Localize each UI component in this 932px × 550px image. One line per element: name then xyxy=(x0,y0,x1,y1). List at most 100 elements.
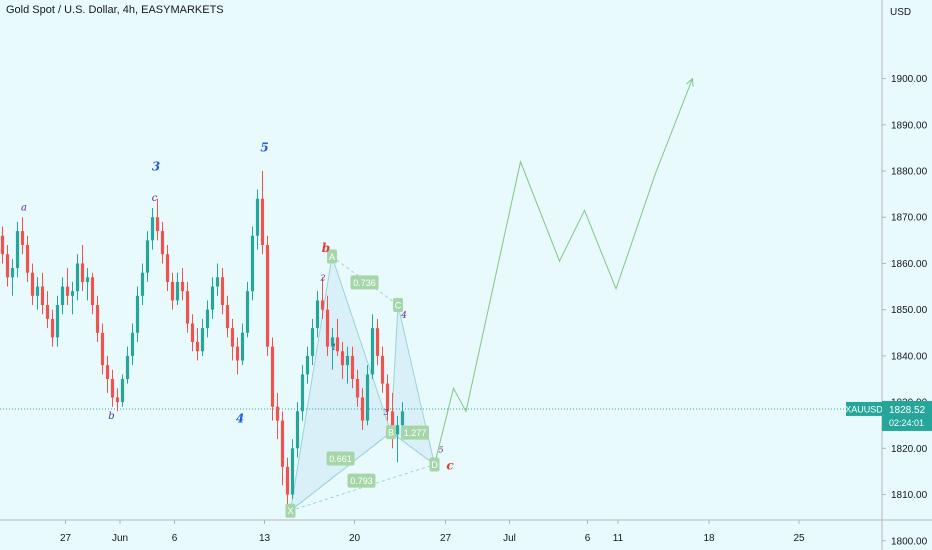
candle[interactable] xyxy=(150,207,155,250)
candle[interactable] xyxy=(80,244,85,292)
candle[interactable] xyxy=(270,337,275,421)
candle[interactable] xyxy=(345,346,350,384)
candle[interactable] xyxy=(165,244,170,292)
candle[interactable] xyxy=(375,318,380,366)
candle[interactable] xyxy=(385,374,390,421)
candle[interactable] xyxy=(265,235,270,356)
candle[interactable] xyxy=(290,439,295,500)
price-tick-label: 1840.00 xyxy=(891,351,928,362)
candle[interactable] xyxy=(275,392,280,440)
candle[interactable] xyxy=(10,258,15,296)
pattern-point-x: X xyxy=(285,503,296,518)
time-tick-label: Jun xyxy=(112,533,128,544)
candle[interactable] xyxy=(285,457,290,509)
candle[interactable] xyxy=(115,388,120,412)
candle[interactable] xyxy=(205,300,210,338)
candle[interactable] xyxy=(245,281,250,338)
candle[interactable] xyxy=(200,318,205,356)
candle[interactable] xyxy=(5,244,10,287)
candle[interactable] xyxy=(60,277,65,315)
candle[interactable] xyxy=(250,226,255,301)
candle[interactable] xyxy=(20,217,25,255)
candle[interactable] xyxy=(190,314,195,352)
candle[interactable] xyxy=(145,231,150,282)
candle[interactable] xyxy=(370,314,375,379)
candle[interactable] xyxy=(105,355,110,393)
price-tick-label: 1820.00 xyxy=(891,444,928,455)
candle[interactable] xyxy=(335,318,340,356)
candle[interactable] xyxy=(340,342,345,379)
candle[interactable] xyxy=(255,189,260,250)
candle[interactable] xyxy=(50,309,55,347)
candle[interactable] xyxy=(355,369,360,407)
svg-text:X: X xyxy=(287,506,293,516)
candle[interactable] xyxy=(175,272,180,306)
candle[interactable] xyxy=(55,295,60,347)
candle[interactable] xyxy=(280,411,285,486)
candle[interactable] xyxy=(130,323,135,366)
candle[interactable] xyxy=(320,277,325,319)
candle[interactable] xyxy=(30,263,35,306)
wave-label: a xyxy=(21,202,27,213)
candle[interactable] xyxy=(325,295,330,356)
candle[interactable] xyxy=(160,221,165,264)
candle[interactable] xyxy=(360,388,365,430)
candle[interactable] xyxy=(225,295,230,338)
candle[interactable] xyxy=(95,295,100,343)
candle[interactable] xyxy=(35,277,40,310)
candle[interactable] xyxy=(295,402,300,458)
candle[interactable] xyxy=(180,268,185,301)
pattern-ratio-label: 0.661 xyxy=(326,451,355,466)
candle[interactable] xyxy=(240,323,245,366)
candle[interactable] xyxy=(45,291,50,329)
candle[interactable] xyxy=(230,318,235,361)
candle[interactable] xyxy=(15,221,20,278)
candle[interactable] xyxy=(70,281,75,315)
pattern-ratio-label: 0.793 xyxy=(347,473,376,488)
candle[interactable] xyxy=(310,318,315,366)
candle[interactable] xyxy=(85,268,90,301)
candles xyxy=(0,171,405,509)
candle[interactable] xyxy=(220,268,225,315)
candle[interactable] xyxy=(90,272,95,315)
candle[interactable] xyxy=(65,268,70,306)
price-tick-label: 1800.00 xyxy=(891,536,928,547)
candle[interactable] xyxy=(380,346,385,393)
candle[interactable] xyxy=(155,198,160,241)
candle[interactable] xyxy=(395,415,400,463)
svg-text:0.661: 0.661 xyxy=(329,454,352,464)
candle[interactable] xyxy=(25,235,30,282)
candle[interactable] xyxy=(185,281,190,333)
wave-label: b xyxy=(322,241,330,255)
candle[interactable] xyxy=(120,374,125,407)
candle[interactable] xyxy=(0,226,5,264)
candle[interactable] xyxy=(110,369,115,407)
svg-text:0.736: 0.736 xyxy=(353,278,376,288)
candle[interactable] xyxy=(75,254,80,301)
candle[interactable] xyxy=(315,291,320,338)
candle[interactable] xyxy=(195,328,200,361)
candle[interactable] xyxy=(210,277,215,319)
candle[interactable] xyxy=(300,365,305,421)
candle[interactable] xyxy=(365,365,370,426)
currency-label: USD xyxy=(890,7,911,18)
candle[interactable] xyxy=(330,328,335,370)
candle[interactable] xyxy=(135,286,140,343)
candle[interactable] xyxy=(125,346,130,384)
candle[interactable] xyxy=(170,272,175,310)
harmonic-pattern xyxy=(289,256,436,512)
candle[interactable] xyxy=(235,337,240,375)
candle[interactable] xyxy=(400,402,405,430)
candle[interactable] xyxy=(40,272,45,315)
candle[interactable] xyxy=(215,263,220,296)
candle[interactable] xyxy=(140,263,145,306)
wave-label: 5 xyxy=(438,445,443,454)
time-tick-label: 18 xyxy=(703,533,715,544)
candle[interactable] xyxy=(305,346,310,384)
time-tick-label: 6 xyxy=(585,533,591,544)
candle[interactable] xyxy=(100,323,105,375)
candle[interactable] xyxy=(350,346,355,389)
candle[interactable] xyxy=(260,171,265,255)
